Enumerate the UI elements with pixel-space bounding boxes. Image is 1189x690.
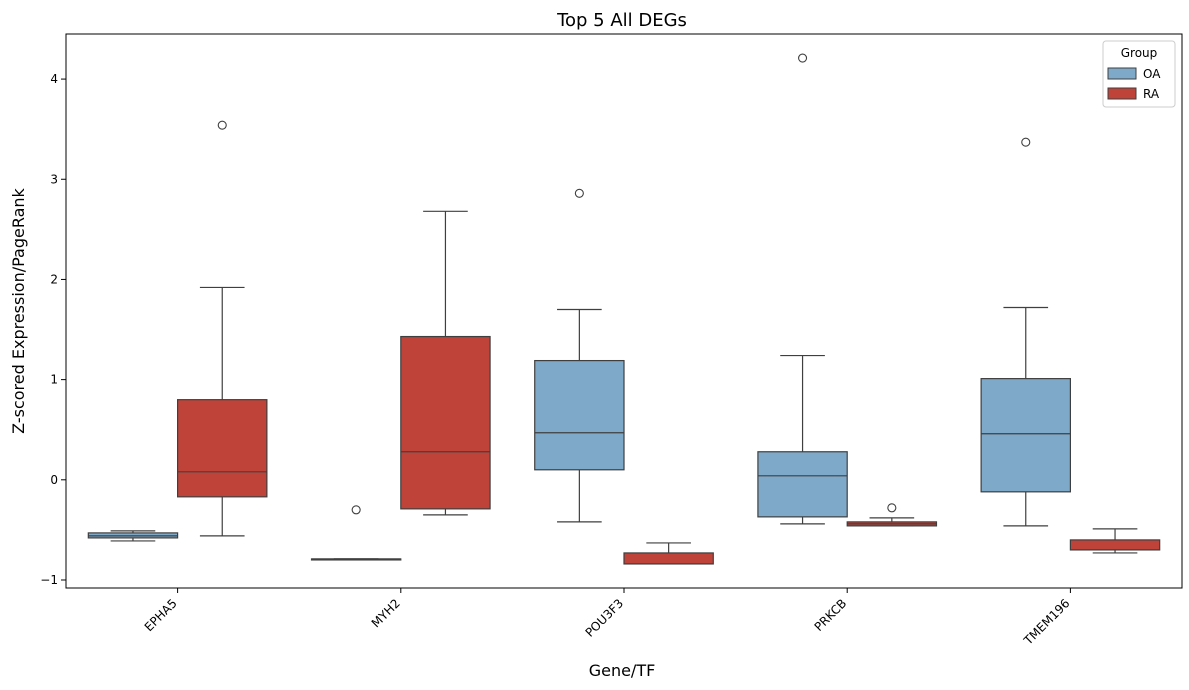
- legend-label-ra: RA: [1143, 87, 1160, 101]
- outlier-point: [887, 503, 897, 513]
- y-tick-label: 3: [50, 172, 58, 186]
- y-tick-label: 2: [50, 272, 58, 286]
- x-tick-label: MYH2: [369, 596, 403, 630]
- box-ra-pou3f3: [623, 542, 714, 565]
- x-tick-label: POU3F3: [583, 596, 627, 640]
- x-tick-label: TMEM196: [1021, 596, 1073, 648]
- x-tick-label: EPHA5: [142, 596, 180, 634]
- box-body: [980, 378, 1071, 493]
- outlier-point: [217, 120, 227, 130]
- y-tick-label: 0: [50, 473, 58, 487]
- box-body: [623, 552, 714, 565]
- y-tick-label: 4: [50, 72, 58, 86]
- x-axis-label: Gene/TF: [589, 661, 656, 680]
- box-body: [534, 359, 625, 471]
- y-tick-label: −1: [40, 573, 58, 587]
- legend-title: Group: [1121, 46, 1158, 60]
- box-oa-prkcb: [757, 53, 848, 525]
- legend: Group OA RA: [1102, 40, 1176, 108]
- plot-frame: [65, 33, 1183, 589]
- outlier-point: [798, 53, 808, 63]
- box-body: [400, 335, 491, 510]
- box-ra-epha5: [177, 120, 268, 537]
- legend-swatch-oa: [1107, 67, 1137, 80]
- y-axis-label: Z-scored Expression/PageRank: [9, 187, 28, 433]
- outlier-point: [351, 505, 361, 515]
- outlier-point: [1021, 137, 1031, 147]
- legend-label-oa: OA: [1143, 67, 1161, 81]
- outlier-point: [574, 188, 584, 198]
- chart-title: Top 5 All DEGs: [556, 10, 687, 31]
- y-tick-label: 1: [50, 373, 58, 387]
- box-oa-tmem196: [980, 137, 1071, 527]
- box-ra-prkcb: [846, 503, 938, 527]
- box-oa-pou3f3: [534, 188, 625, 523]
- box-ra-tmem196: [1069, 528, 1161, 554]
- box-body: [757, 451, 848, 518]
- box-body: [1069, 539, 1161, 551]
- box-oa-myh2: [310, 505, 402, 561]
- x-tick-label: PRKCB: [812, 596, 850, 634]
- box-oa-epha5: [87, 530, 179, 542]
- box-ra-myh2: [400, 210, 491, 516]
- plot-area: [87, 53, 1161, 565]
- legend-swatch-ra: [1107, 87, 1137, 100]
- box-body: [177, 399, 268, 498]
